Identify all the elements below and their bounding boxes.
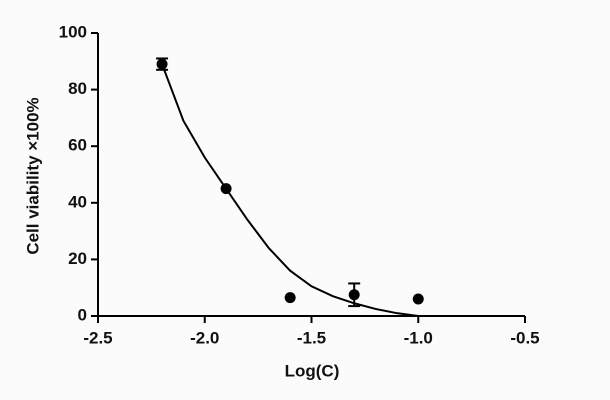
y-tick-label: 100 <box>59 22 87 41</box>
x-tick-label: -1.5 <box>297 328 326 347</box>
data-point <box>284 292 296 304</box>
data-point <box>348 289 360 301</box>
x-tick-label: -2.0 <box>190 328 219 347</box>
x-tick-label: -0.5 <box>510 328 539 347</box>
data-point <box>156 58 168 70</box>
y-tick-label: 40 <box>68 192 87 211</box>
y-tick-label: 80 <box>68 79 87 98</box>
fit-curve <box>161 63 419 317</box>
y-tick-label: 20 <box>68 249 87 268</box>
x-tick-label: -1.0 <box>404 328 433 347</box>
y-tick-label: 0 <box>78 305 87 324</box>
x-tick-label: -2.5 <box>83 328 112 347</box>
data-point <box>220 183 232 195</box>
x-axis-label: Log(C) <box>285 361 340 380</box>
y-axis-label: Cell viability ×100% <box>23 97 42 254</box>
y-tick-label: 60 <box>68 136 87 155</box>
data-point <box>412 293 424 305</box>
